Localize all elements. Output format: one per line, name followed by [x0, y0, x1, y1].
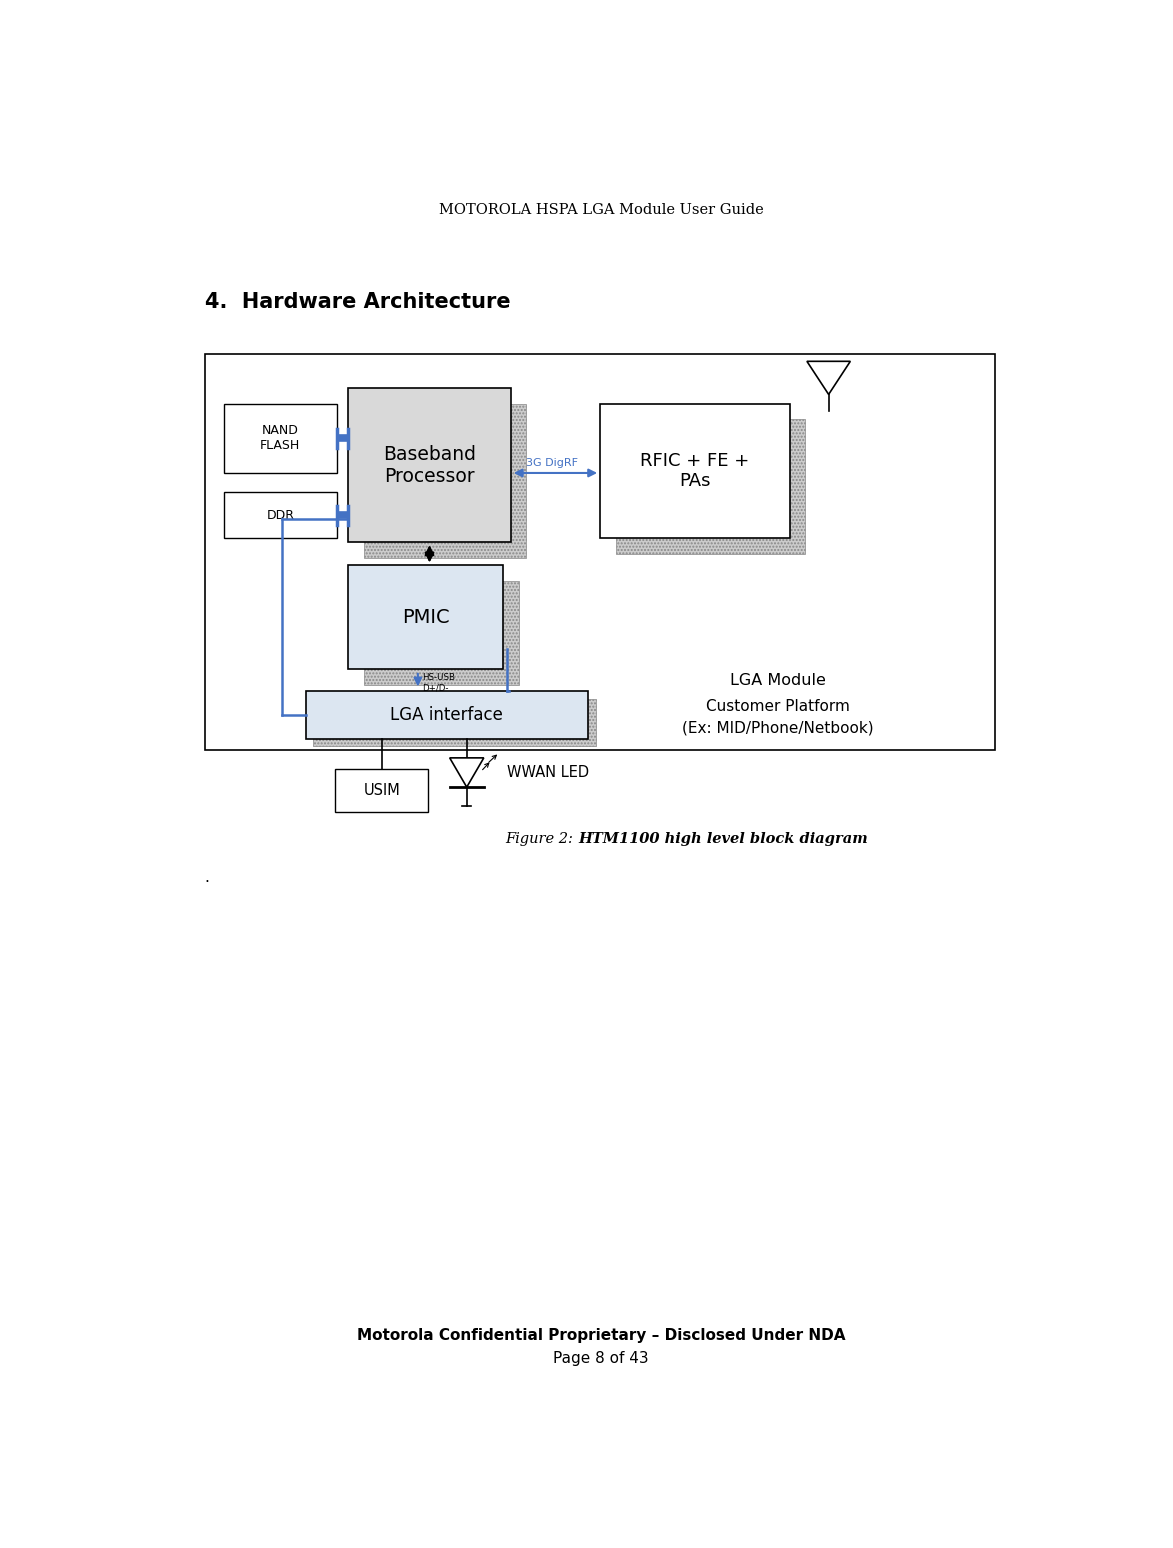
- Bar: [348, 389, 511, 542]
- Text: PMIC: PMIC: [402, 608, 449, 627]
- Text: 3G DigRF: 3G DigRF: [526, 458, 577, 467]
- Text: Baseband
Processor: Baseband Processor: [384, 444, 476, 486]
- Text: LGA interface: LGA interface: [391, 706, 503, 724]
- Polygon shape: [807, 361, 850, 395]
- Text: LGA Module: LGA Module: [731, 673, 826, 689]
- Bar: [335, 769, 428, 811]
- Bar: [364, 404, 527, 557]
- Bar: [616, 420, 806, 554]
- Text: .: .: [205, 870, 210, 885]
- Text: RFIC + FE +
PAs: RFIC + FE + PAs: [640, 452, 750, 491]
- Text: USIM: USIM: [364, 783, 400, 799]
- Text: HS-USB
D+/D-: HS-USB D+/D-: [422, 673, 455, 692]
- Text: 4.  Hardware Architecture: 4. Hardware Architecture: [205, 293, 510, 313]
- Bar: [205, 353, 995, 751]
- Bar: [224, 404, 337, 474]
- Text: MOTOROLA HSPA LGA Module User Guide: MOTOROLA HSPA LGA Module User Guide: [439, 203, 764, 217]
- Polygon shape: [449, 759, 483, 786]
- Text: Customer Platform
(Ex: MID/Phone/Netbook): Customer Platform (Ex: MID/Phone/Netbook…: [683, 700, 874, 735]
- Text: HTM1100 high level block diagram: HTM1100 high level block diagram: [578, 831, 868, 845]
- Bar: [601, 404, 789, 539]
- Text: DDR: DDR: [266, 509, 294, 522]
- Bar: [305, 690, 589, 738]
- Text: Motorola Confidential Proprietary – Disclosed Under NDA: Motorola Confidential Proprietary – Disc…: [357, 1328, 846, 1342]
- Bar: [313, 698, 596, 746]
- Bar: [364, 580, 518, 684]
- Text: WWAN LED: WWAN LED: [507, 765, 589, 780]
- Text: NAND
FLASH: NAND FLASH: [260, 424, 300, 452]
- Bar: [224, 492, 337, 539]
- Bar: [348, 565, 503, 669]
- Text: Figure 2:: Figure 2:: [506, 831, 578, 845]
- Text: Page 8 of 43: Page 8 of 43: [554, 1351, 649, 1365]
